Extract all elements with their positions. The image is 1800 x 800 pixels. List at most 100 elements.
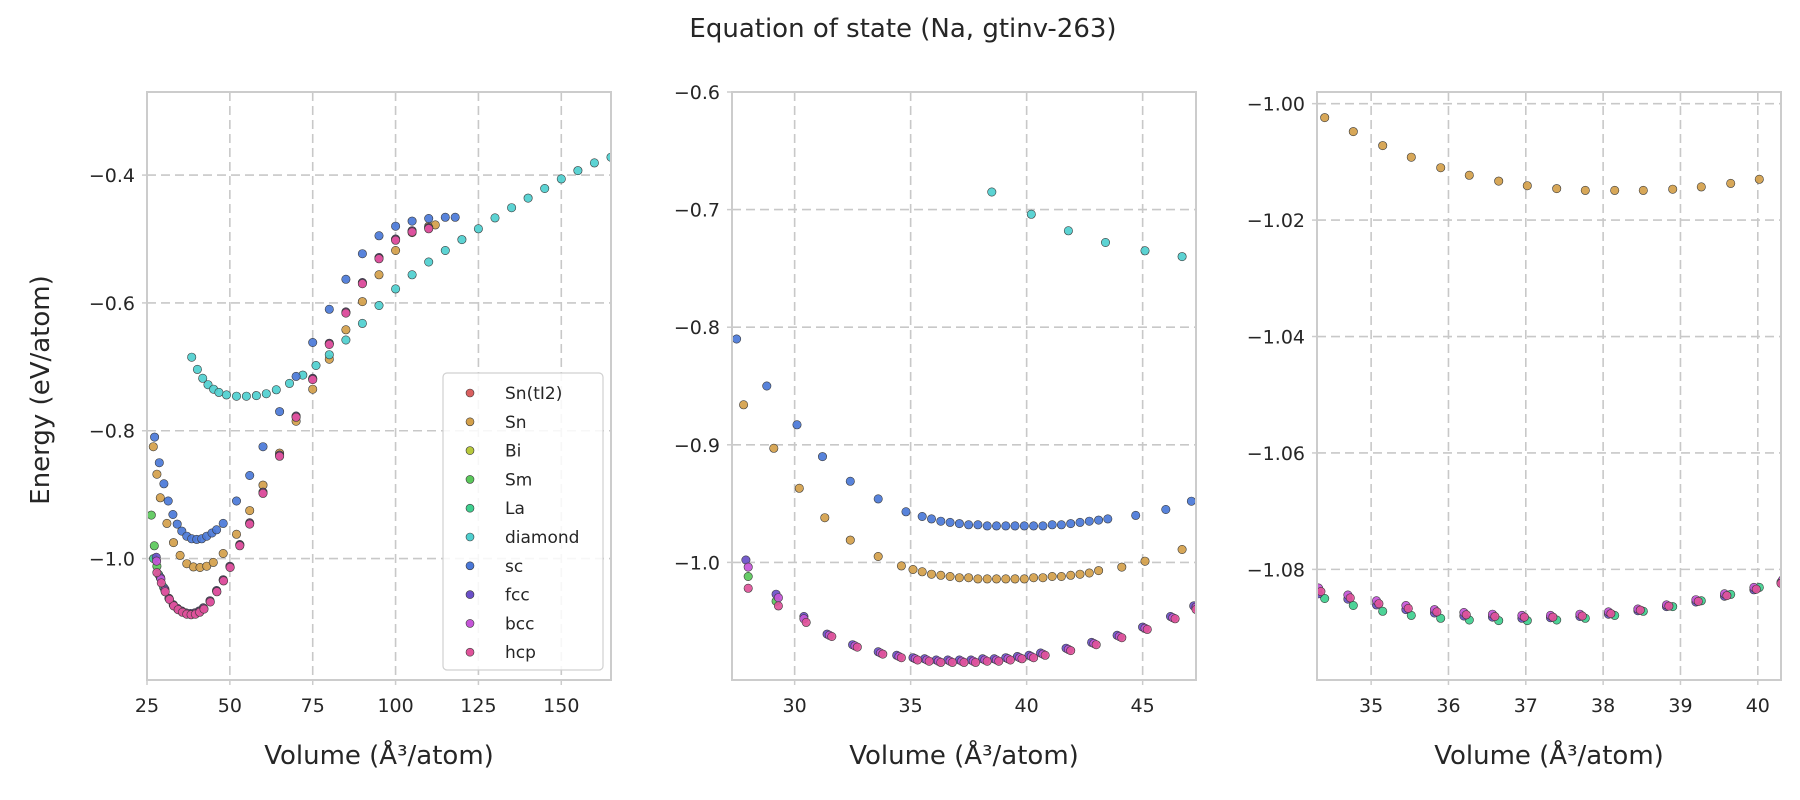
point-hcp <box>1490 611 1500 621</box>
point-hcp <box>235 541 245 551</box>
legend-marker-sm <box>465 475 475 484</box>
point-sc <box>873 494 883 504</box>
point-sn <box>1056 571 1066 581</box>
point-sn <box>1084 568 1094 578</box>
point-diamond <box>391 284 401 294</box>
point-sc <box>258 442 268 452</box>
axes-frame <box>1316 91 1782 681</box>
point-hcp <box>1548 612 1558 622</box>
x-tick-label: 50 <box>218 695 242 717</box>
point-sc <box>917 511 927 521</box>
point-diamond <box>490 213 500 223</box>
point-sn <box>1552 184 1562 194</box>
point-sc <box>845 476 855 486</box>
point-hcp <box>1170 614 1180 624</box>
point-diamond <box>1063 226 1073 236</box>
legend-label-hcp: hcp <box>505 643 536 663</box>
point-sc <box>159 479 169 489</box>
point-hcp <box>1776 578 1781 588</box>
point-sn <box>1668 184 1678 194</box>
point-hcp <box>424 224 434 234</box>
legend: Sn(tI2) Sn Bi Sm La diamond sc fcc bcc hcp <box>442 372 604 671</box>
data-points <box>147 152 611 620</box>
point-diamond <box>187 352 197 362</box>
point-sc <box>275 407 285 417</box>
point-sc <box>374 231 384 241</box>
point-sn <box>341 325 351 335</box>
x-tick-label: 35 <box>1359 695 1383 717</box>
point-sn <box>1320 113 1330 123</box>
point-sn <box>391 246 401 256</box>
point-sc <box>982 521 992 531</box>
point-sc <box>212 525 222 535</box>
point-sn <box>896 561 906 571</box>
point-hcp <box>324 339 334 349</box>
point-sn <box>1038 573 1048 583</box>
point-sc <box>154 458 164 468</box>
point-sn <box>1066 570 1076 580</box>
point-sn <box>954 573 964 583</box>
point-sc <box>991 521 1001 531</box>
data-points <box>1317 113 1781 626</box>
point-sc <box>1075 517 1085 527</box>
point-diamond <box>440 246 450 256</box>
figure-title: Equation of state (Na, gtinv-263) <box>689 14 1116 44</box>
point-diamond <box>324 350 334 360</box>
y-tick-label: −0.6 <box>89 293 135 315</box>
point-hcp <box>357 279 367 289</box>
point-diamond <box>1101 238 1111 248</box>
point-hcp <box>1142 624 1152 634</box>
point-hcp <box>852 642 862 652</box>
point-diamond <box>424 257 434 267</box>
point-sc <box>945 517 955 527</box>
point-diamond <box>341 335 351 345</box>
y-axis-label: Energy (eV/atom) <box>26 275 56 504</box>
y-tick-label: −1.02 <box>1247 210 1305 232</box>
point-hcp <box>896 653 906 663</box>
point-diamond <box>507 203 517 213</box>
x-tick-label: 150 <box>543 695 579 717</box>
point-hcp <box>205 597 215 607</box>
x-tick-label: 36 <box>1436 695 1460 717</box>
subplot-1: 25 50 75 100 125 150 −1.0 −0.8 −0.6 −0.4 Volume (Å… <box>89 91 612 771</box>
x-tick-label: 125 <box>460 695 496 717</box>
point-hcp <box>156 578 166 588</box>
point-diamond <box>251 391 261 401</box>
point-sc <box>973 520 983 530</box>
point-sc <box>407 216 417 226</box>
x-axis-label: Volume (Å³/atom) <box>849 739 1079 771</box>
x-axis-label: Volume (Å³/atom) <box>264 739 494 771</box>
point-sn <box>1378 141 1388 151</box>
legend-label-bi: Bi <box>505 442 521 462</box>
point-diamond <box>222 390 232 400</box>
point-sn <box>208 557 218 567</box>
point-sc <box>936 516 946 526</box>
point-hcp <box>1664 601 1674 611</box>
point-hcp <box>1577 611 1587 621</box>
point-hcp <box>341 308 351 318</box>
point-hcp <box>245 519 255 529</box>
x-tick-label: 38 <box>1591 695 1615 717</box>
point-sn <box>964 573 974 583</box>
point-sn <box>873 551 883 561</box>
legend-marker-sc <box>465 561 475 571</box>
point-sn <box>1348 127 1358 137</box>
point-hcp <box>971 657 981 667</box>
point-sn <box>357 297 367 307</box>
y-tick-label: −0.7 <box>674 200 720 222</box>
point-diamond <box>540 184 550 194</box>
point-sc <box>357 249 367 259</box>
point-sn <box>232 529 242 539</box>
point-bcc <box>773 593 783 603</box>
point-sn <box>218 548 228 558</box>
point-sc <box>954 519 964 529</box>
point-hcp <box>801 617 811 627</box>
point-diamond <box>589 158 599 168</box>
point-hcp <box>258 488 268 498</box>
legend-label-diamond: diamond <box>505 528 579 548</box>
point-sc <box>1029 521 1039 531</box>
axes-frame <box>731 91 1197 681</box>
point-diamond <box>407 270 417 280</box>
point-sn <box>926 569 936 579</box>
legend-marker-sn <box>465 417 475 427</box>
